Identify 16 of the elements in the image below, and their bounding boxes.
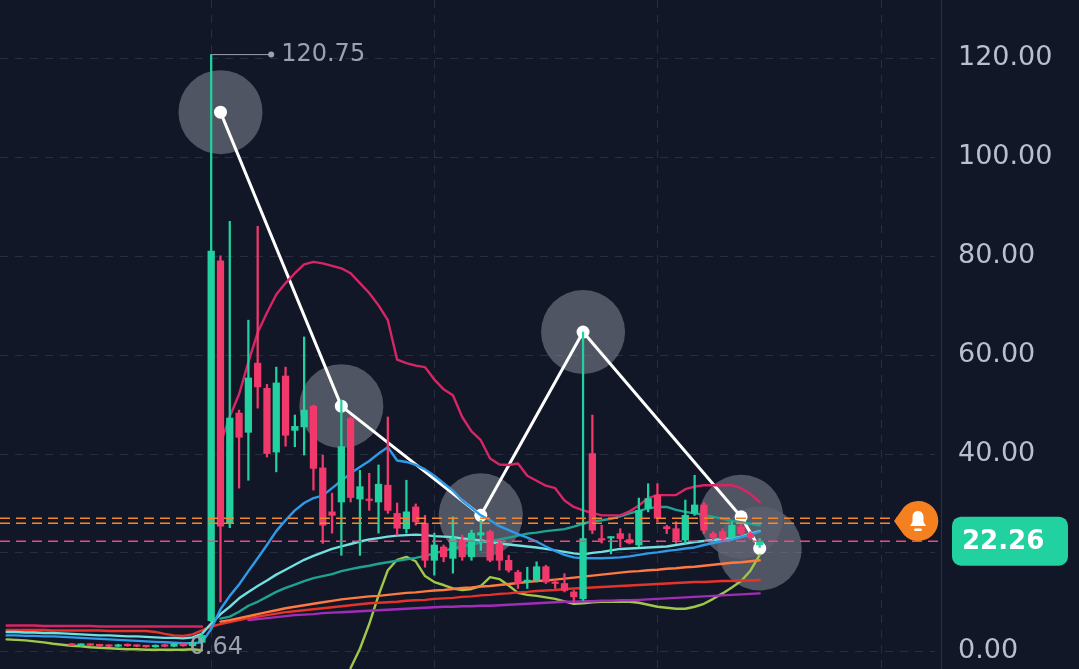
- candlestick: [105, 644, 113, 648]
- ref-line-label: 22.26: [962, 524, 1045, 555]
- annotation: 120.75: [281, 38, 366, 67]
- candlestick: [77, 643, 85, 647]
- candlestick: [151, 644, 160, 648]
- candlestick: [133, 644, 141, 648]
- y-tick-label: 0.00: [958, 633, 1019, 665]
- y-tick-label: 100.00: [958, 139, 1053, 171]
- candlestick: [123, 643, 132, 647]
- y-tick-label: 80.00: [958, 237, 1036, 269]
- y-tick-label: 120.00: [958, 40, 1053, 72]
- candlestick: [86, 643, 94, 647]
- point: [213, 105, 227, 119]
- candlestick: [142, 644, 150, 648]
- y-tick-label: 60.00: [958, 336, 1036, 368]
- y-tick-label: 40.00: [958, 435, 1036, 467]
